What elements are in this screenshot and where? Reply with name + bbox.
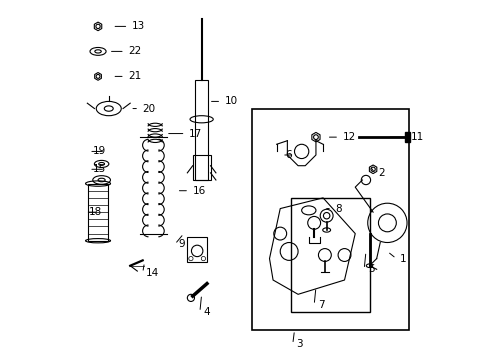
Text: 16: 16 bbox=[192, 186, 205, 196]
Bar bbox=[195, 80, 207, 180]
Bar bbox=[290, 198, 369, 312]
Text: 19: 19 bbox=[93, 147, 106, 157]
Text: 8: 8 bbox=[335, 203, 342, 213]
Text: 1: 1 bbox=[399, 253, 406, 264]
Text: 11: 11 bbox=[410, 132, 423, 142]
Bar bbox=[192, 155, 210, 180]
Text: 12: 12 bbox=[342, 132, 355, 142]
Bar bbox=[187, 237, 206, 262]
Text: 17: 17 bbox=[189, 129, 202, 139]
Text: 6: 6 bbox=[285, 150, 292, 160]
Text: 2: 2 bbox=[378, 168, 384, 178]
Text: 21: 21 bbox=[128, 71, 142, 81]
Text: 3: 3 bbox=[296, 339, 302, 349]
Text: 4: 4 bbox=[203, 307, 210, 317]
Text: 18: 18 bbox=[89, 207, 102, 217]
Text: 7: 7 bbox=[317, 300, 324, 310]
Text: 14: 14 bbox=[146, 268, 159, 278]
Text: 22: 22 bbox=[128, 46, 142, 57]
Polygon shape bbox=[269, 198, 354, 294]
Text: 15: 15 bbox=[93, 164, 106, 174]
Bar bbox=[251, 109, 408, 330]
Text: 20: 20 bbox=[142, 104, 156, 113]
Text: 9: 9 bbox=[178, 239, 184, 249]
Text: 5: 5 bbox=[367, 264, 374, 274]
Polygon shape bbox=[368, 165, 376, 174]
Bar bbox=[88, 184, 108, 241]
Text: 10: 10 bbox=[224, 96, 238, 107]
Text: 13: 13 bbox=[132, 21, 145, 31]
Polygon shape bbox=[95, 73, 101, 80]
Polygon shape bbox=[311, 132, 319, 142]
Polygon shape bbox=[94, 22, 102, 31]
Bar bbox=[405, 132, 408, 142]
